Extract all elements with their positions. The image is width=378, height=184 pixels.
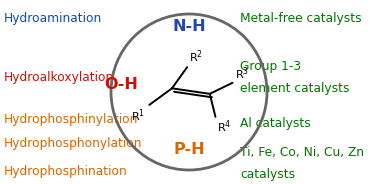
Text: N-H: N-H — [172, 19, 206, 34]
Text: Ti, Fe, Co, Ni, Cu, Zn: Ti, Fe, Co, Ni, Cu, Zn — [240, 146, 364, 159]
Text: catalysts: catalysts — [240, 168, 295, 181]
Text: Hydroamination: Hydroamination — [4, 12, 102, 25]
Text: R$^1$: R$^1$ — [132, 108, 146, 124]
Text: Hydroalkoxylation: Hydroalkoxylation — [4, 71, 114, 84]
Text: Hydrophosphonylation: Hydrophosphonylation — [4, 137, 142, 150]
Text: element catalysts: element catalysts — [240, 82, 350, 95]
Text: Hydrophosphinylation: Hydrophosphinylation — [4, 113, 138, 126]
Text: R$^2$: R$^2$ — [189, 49, 203, 65]
Text: O-H: O-H — [104, 77, 138, 92]
Text: Metal-free catalysts: Metal-free catalysts — [240, 12, 362, 25]
Text: Al catalysts: Al catalysts — [240, 117, 311, 130]
Text: Group 1-3: Group 1-3 — [240, 60, 301, 73]
Text: P-H: P-H — [173, 142, 205, 158]
Text: Hydrophosphination: Hydrophosphination — [4, 165, 127, 178]
Text: R$^4$: R$^4$ — [217, 119, 232, 135]
Text: R$^3$: R$^3$ — [235, 65, 249, 82]
